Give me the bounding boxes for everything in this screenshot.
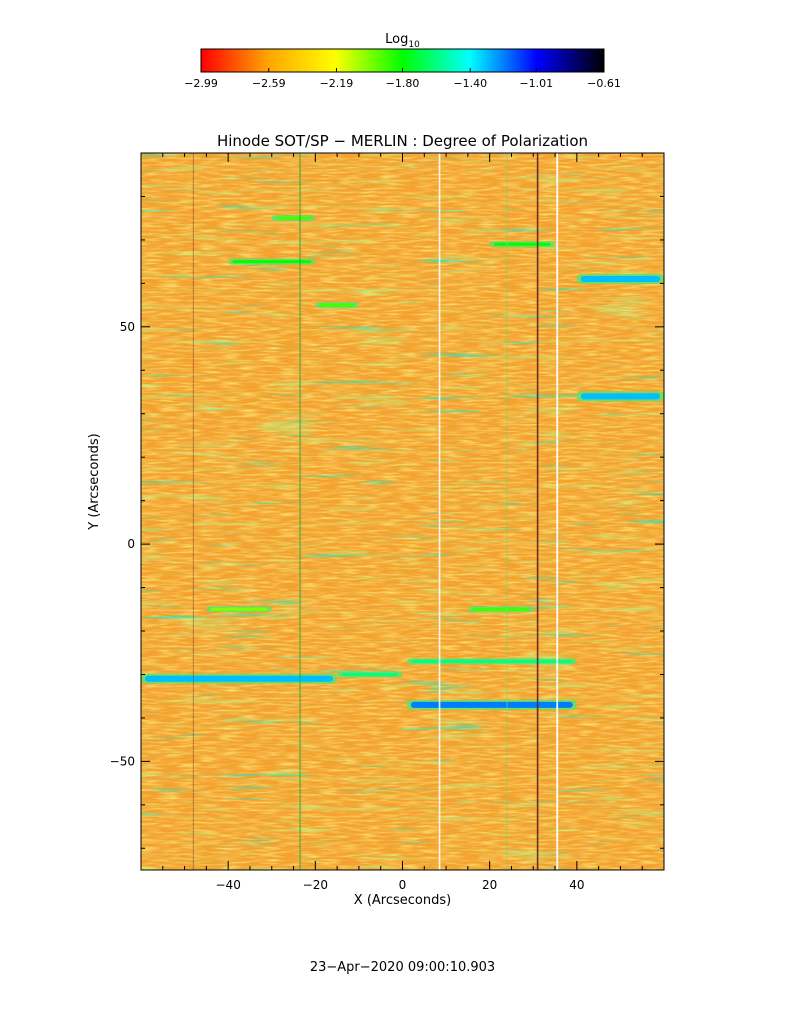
heatmap-texture-cyan — [141, 153, 664, 870]
colorbar: Log10 −2.99 −2.59 −2.19 −1.80 −1.40 −1.01 −0.6… — [184, 32, 621, 90]
colorbar-ticks: −2.99 −2.59 −2.19 −1.80 −1.40 −1.01 −0.61 — [184, 68, 621, 90]
colorbar-tick-label: −2.99 — [184, 77, 218, 90]
heatmap-feature — [145, 675, 334, 682]
x-tick-label: −40 — [216, 878, 241, 892]
heatmap-features — [141, 215, 664, 710]
colorbar-title: Log10 — [385, 32, 420, 50]
heatmap-feature — [493, 242, 552, 246]
heatmap-feature — [232, 260, 312, 264]
heatmap-feature — [341, 672, 399, 676]
heatmap-feature — [471, 607, 530, 611]
x-axis-label: X (Arcseconds) — [354, 893, 451, 908]
heatmap-feature — [410, 701, 573, 708]
x-tick-label: −20 — [303, 878, 328, 892]
x-axis: −40 −20 0 20 40 — [140, 153, 665, 892]
timestamp: 23−Apr−2020 09:00:10.903 — [309, 960, 496, 975]
heatmap-feature — [410, 659, 573, 663]
heatmap-feature — [580, 393, 660, 400]
colorbar-title-subscript: 10 — [408, 40, 420, 50]
heatmap-image — [141, 153, 664, 870]
x-tick-label: 0 — [399, 878, 407, 892]
x-tick-label: 40 — [569, 878, 584, 892]
colorbar-tick-label: −1.80 — [386, 77, 420, 90]
y-axis: −50 0 50 — [110, 152, 664, 849]
colorbar-tick-label: −2.19 — [320, 77, 354, 90]
colorbar-title-base: Log — [385, 32, 408, 47]
heatmap-feature — [275, 216, 312, 220]
plot-title: Hinode SOT/SP − MERLIN : Degree of Polar… — [217, 132, 588, 150]
heatmap-feature — [319, 303, 355, 307]
colorbar-tick-label: −1.40 — [453, 77, 487, 90]
x-tick-label: 20 — [482, 878, 497, 892]
y-tick-label: −50 — [110, 754, 135, 768]
heatmap-feature — [580, 276, 660, 283]
heatmap-feature — [210, 607, 268, 611]
y-tick-label: 0 — [127, 537, 135, 551]
colorbar-tick-label: −2.59 — [252, 77, 286, 90]
y-axis-label: Y (Arcseconds) — [87, 433, 102, 530]
y-tick-label: 50 — [120, 320, 135, 334]
heatmap-slit-lines — [192, 153, 559, 870]
colorbar-tick-label: −0.61 — [587, 77, 621, 90]
colorbar-tick-label: −1.01 — [519, 77, 553, 90]
